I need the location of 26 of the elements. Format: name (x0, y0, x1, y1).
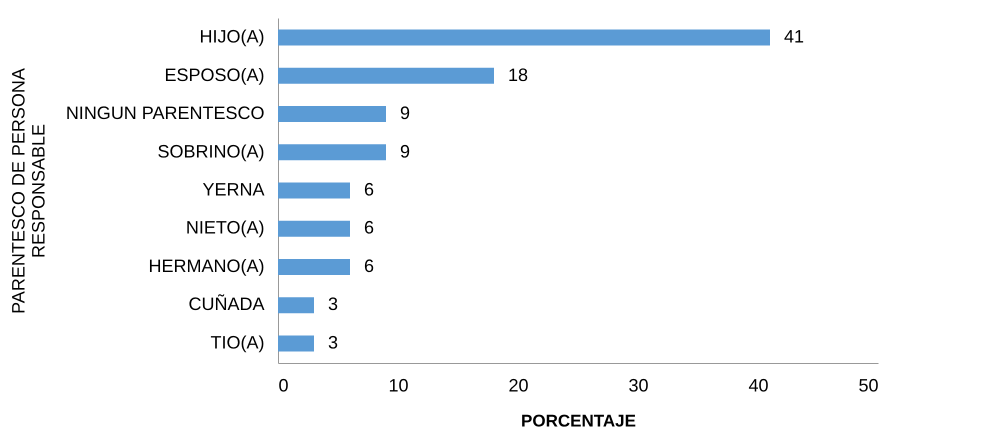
data-label: 9 (400, 103, 410, 124)
x-tick-label: 0 (278, 376, 289, 396)
y-tick-label: HIJO(A) (200, 26, 264, 47)
y-tick-label: HERMANO(A) (148, 256, 264, 276)
y-tick-label: NINGUN PARENTESCO (66, 103, 264, 124)
x-tick-label: 20 (508, 376, 529, 396)
data-label: 9 (400, 141, 410, 162)
data-label: 6 (364, 218, 374, 238)
x-tick-label: 10 (388, 376, 409, 396)
x-tick-label: 40 (748, 376, 769, 396)
y-axis-title: PARENTESCO DE PERSONA RESPONSABLE (8, 68, 48, 314)
data-label: 6 (364, 256, 374, 276)
y-tick-label: CUÑADA (188, 294, 264, 314)
data-label: 6 (364, 180, 374, 200)
x-tick-label: 50 (858, 376, 878, 396)
y-tick-label: TIO(A) (210, 332, 264, 352)
data-label: 3 (328, 332, 338, 352)
x-tick-label: 30 (628, 376, 649, 396)
y-tick-label: YERNA (202, 180, 264, 200)
data-label: 41 (784, 26, 804, 47)
x-axis-title: PORCENTAJE (521, 412, 636, 430)
data-label: 18 (508, 64, 528, 85)
y-tick-label: ESPOSO(A) (164, 64, 264, 85)
data-label: 3 (328, 294, 338, 314)
y-tick-label: SOBRINO(A) (157, 141, 264, 162)
y-tick-label: NIETO(A) (186, 218, 264, 238)
